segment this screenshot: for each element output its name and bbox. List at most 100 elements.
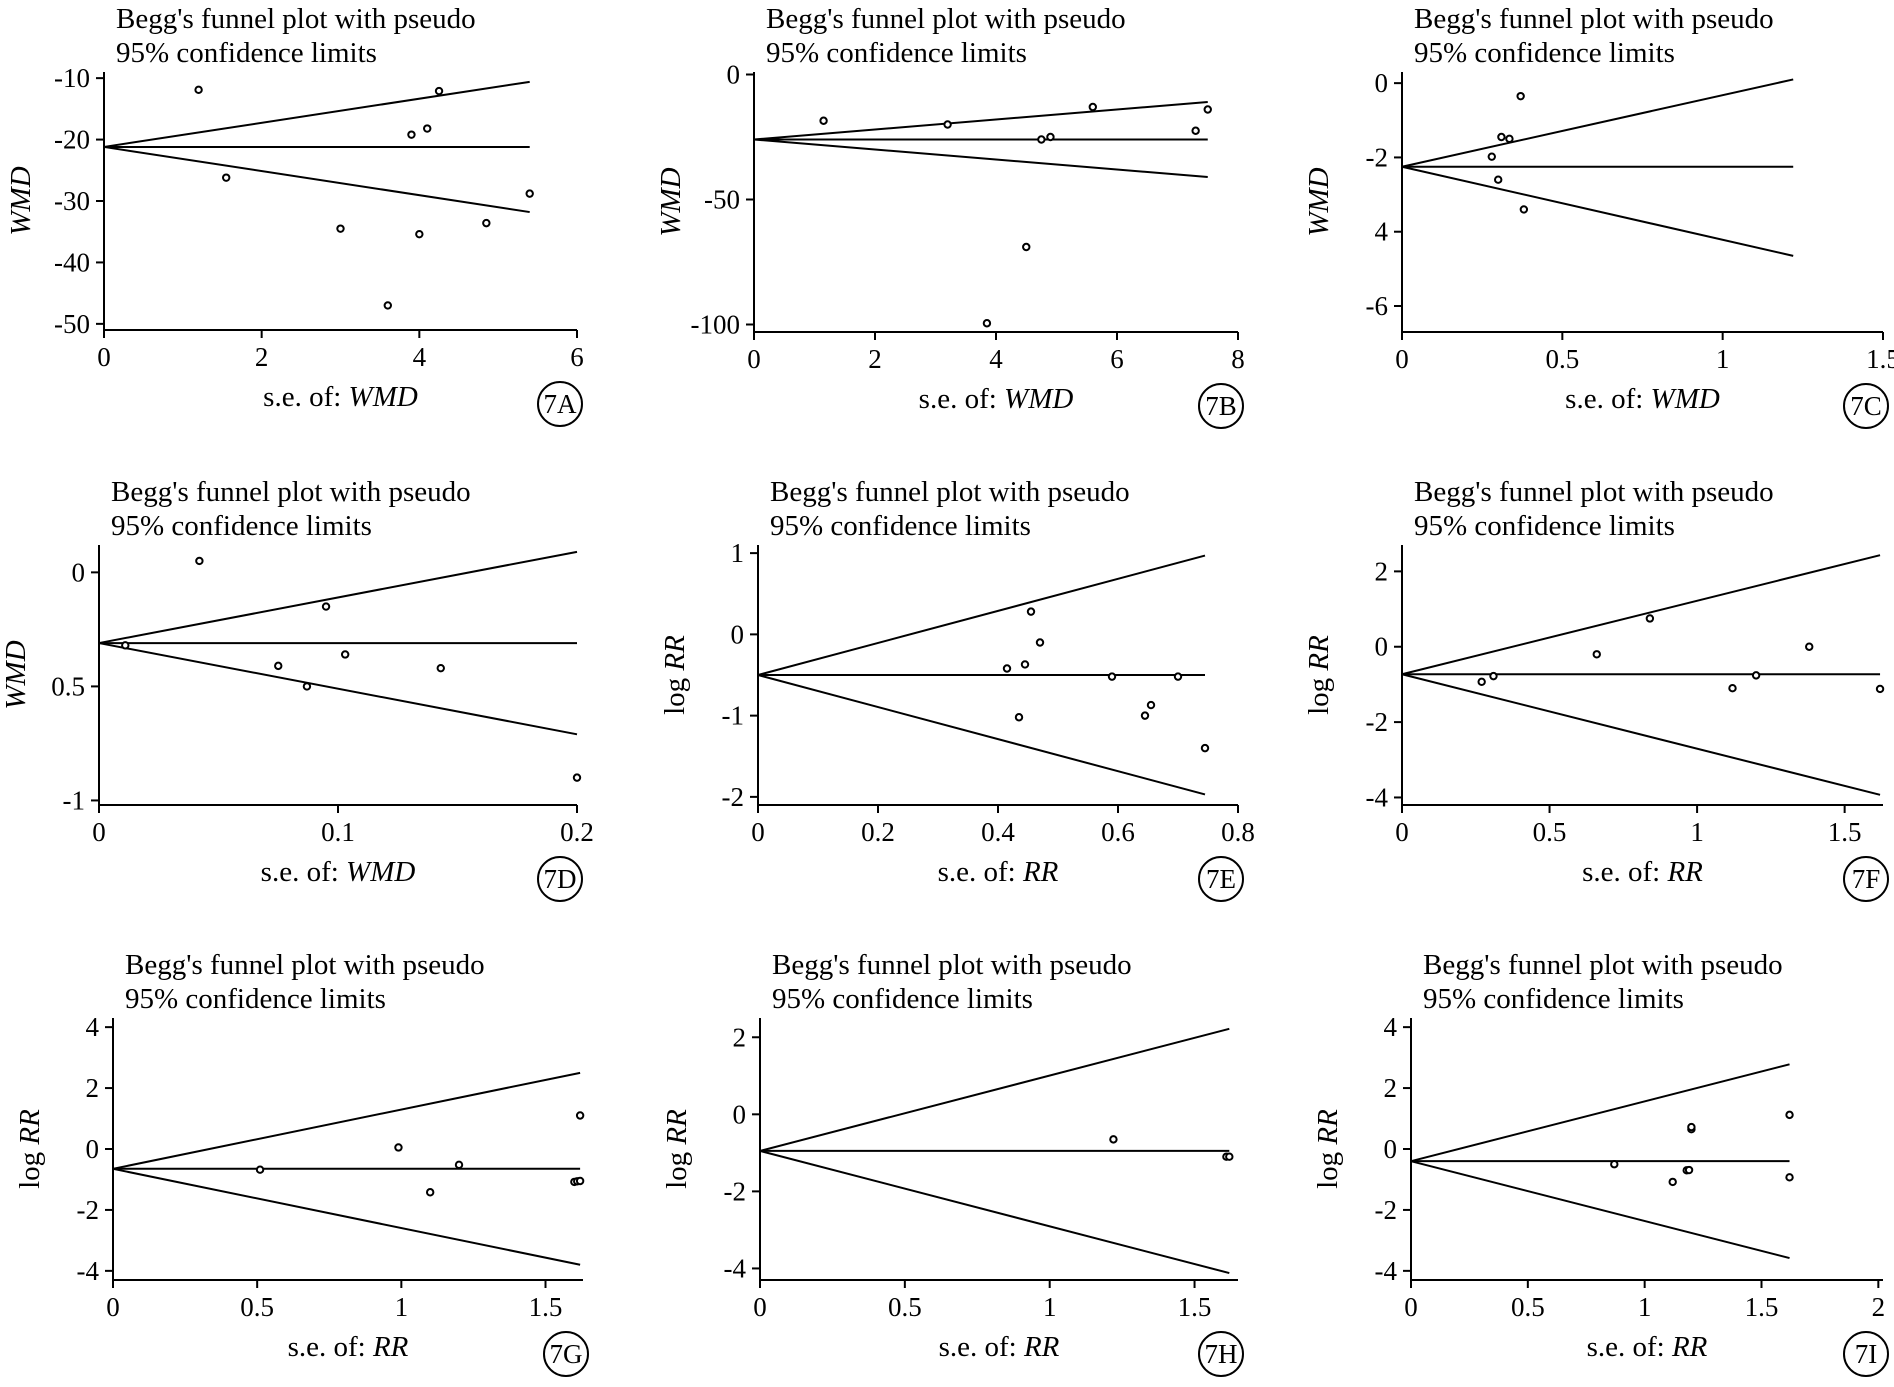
data-point [434,86,444,96]
data-point [340,650,350,659]
data-point [194,85,203,95]
data-point [982,319,992,328]
chart-title-line: 95% confidence limits [111,510,372,542]
y-tick-label: 0 [731,619,745,649]
panel-tag-circle [1198,383,1244,429]
confidence-limit-upper [98,550,578,645]
y-axis-label: log RR [14,1109,46,1189]
x-tick-label: 8 [1231,344,1245,374]
chart-panel-7g: Begg's funnel plot with pseudo 95% confid… [14,949,589,1377]
x-axis-label: s.e. of: WMD [261,856,416,888]
chart-title-line: Begg's funnel plot with pseudo [111,476,471,508]
y-tick-label: -1 [63,785,86,815]
data-point [1088,102,1098,112]
data-point [1107,672,1117,681]
x-axis-label-var: WMD [349,381,418,413]
y-axis-label: WMD [1303,167,1335,236]
y-tick-label: 4 [86,1012,100,1042]
confidence-limit-upper [1401,554,1881,676]
y-axis-label: WMD [0,640,32,709]
y-axis-label-var: WMD [0,640,32,709]
x-tick-label: 1 [1690,817,1704,847]
x-axis-label-prefix: s.e. of: [939,1331,1024,1363]
y-axis-label-var: RR [1303,635,1335,672]
x-axis-label: s.e. of: RR [1582,856,1703,888]
chart-title: Begg's funnel plot with pseudo 95% confid… [1414,3,1774,69]
confidence-limit-upper [757,554,1206,676]
x-tick-label: 6 [1110,344,1124,374]
y-tick-label: -20 [54,125,90,155]
y-tick-label: -2 [77,1195,100,1225]
data-point [1046,132,1055,142]
chart-panel-7f: Begg's funnel plot with pseudo 95% confid… [1303,476,1889,902]
x-axis-label-prefix: s.e. of: [1565,383,1650,415]
data-point [274,661,283,671]
data-point [1225,1152,1234,1161]
x-tick-label: 2 [1872,1292,1886,1322]
y-axis-label-prefix: log [1303,671,1335,715]
x-tick-label: 0.8 [1221,817,1255,847]
x-tick-label: 1.5 [1828,817,1862,847]
data-point [575,1111,585,1120]
data-point [302,682,312,691]
data-point [525,189,534,198]
y-tick-label: 0 [72,557,86,587]
data-point [436,663,445,673]
data-point [415,229,424,239]
data-point [1875,684,1885,694]
data-point [1684,1165,1694,1175]
data-point [1519,205,1529,214]
data-point [1687,1122,1696,1132]
chart-panel-7c: Begg's funnel plot with pseudo 95% confid… [1303,3,1894,429]
y-tick-label: 2 [733,1022,747,1052]
data-point [1645,614,1655,623]
data-point [1035,638,1045,647]
y-axis-label-prefix: log [1312,1145,1344,1189]
data-point [1497,132,1506,142]
chart-panel-7i: Begg's funnel plot with pseudo 95% confid… [1312,949,1889,1377]
x-tick-label: 1.5 [1866,344,1894,374]
y-tick-label: 2 [1384,1073,1398,1103]
y-axis-label-prefix: log [661,1145,693,1189]
confidence-limit-lower [1410,1160,1790,1260]
y-axis-label-var: RR [661,1109,693,1146]
y-tick-label: 2 [86,1073,100,1103]
confidence-limit-upper [759,1027,1230,1152]
data-point [1203,105,1212,114]
data-point [321,602,331,611]
y-tick-label: -2 [1366,142,1389,172]
y-tick-label: 0 [727,60,741,90]
x-tick-label: 2 [255,342,269,372]
x-axis-label-var: WMD [1004,383,1073,415]
x-axis-label-prefix: s.e. of: [1582,856,1667,888]
chart-title: Begg's funnel plot with pseudo 95% confid… [1414,476,1774,542]
y-tick-label: -2 [724,1176,747,1206]
y-tick-label: -4 [77,1256,100,1286]
x-axis-label-var: WMD [1651,383,1720,415]
x-tick-label: 1 [1043,1292,1057,1322]
y-tick-label: -1 [722,701,745,731]
data-point [1173,672,1183,681]
x-tick-label: 0.5 [1533,817,1567,847]
data-point [482,218,491,228]
x-tick-label: 4 [413,342,427,372]
data-point [1477,677,1486,686]
y-axis-label-var: RR [1312,1109,1344,1146]
confidence-limit-lower [1401,673,1881,796]
chart-title: Begg's funnel plot with pseudo 95% confid… [772,949,1132,1015]
confidence-limit-upper [112,1071,581,1170]
data-point [394,1143,403,1152]
x-tick-label: 0.5 [1545,344,1579,374]
confidence-limit-lower [759,1149,1230,1275]
confidence-limit-upper [1410,1063,1790,1163]
x-axis-label: s.e. of: RR [939,1331,1060,1363]
y-tick-label: -30 [54,186,90,216]
panel-tag-label: 7H [1205,1339,1238,1369]
confidence-limit-upper [103,80,530,148]
x-tick-label: 1 [1716,344,1730,374]
confidence-limit-lower [1401,165,1794,257]
data-point [407,130,416,139]
chart-title-line: Begg's funnel plot with pseudo [1414,3,1774,35]
chart-title-line: 95% confidence limits [125,983,386,1015]
